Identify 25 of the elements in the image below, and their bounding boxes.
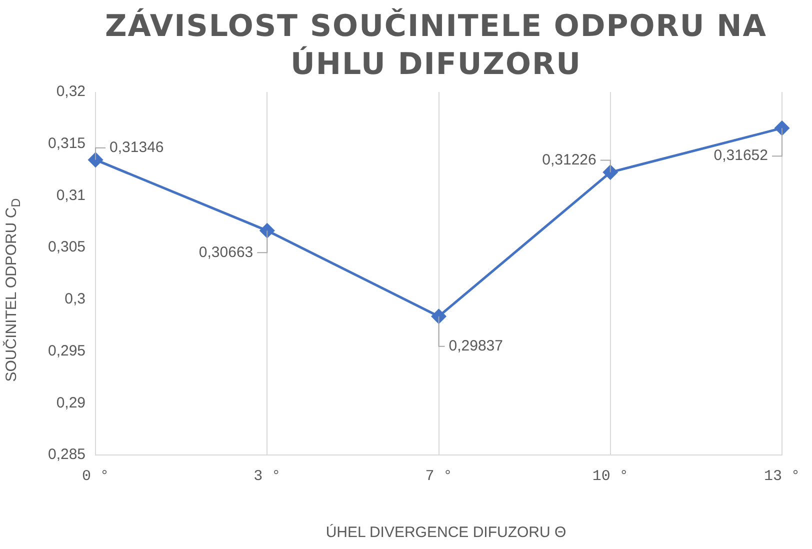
y-tick-label: 0,29 [56, 394, 86, 412]
point [774, 120, 790, 136]
data-label: 0,31346 [110, 138, 164, 156]
point [260, 223, 274, 238]
y-tick-label: 0,3 [64, 290, 86, 308]
point [432, 309, 446, 324]
y-tick-label: 0,295 [48, 342, 86, 360]
data-label: 0,30663 [198, 244, 254, 261]
x-axis-title: ÚHEL DIVERGENCE DIFUZORU Θ [324, 524, 568, 541]
data-label: 0,29837 [448, 337, 503, 354]
point [603, 165, 618, 180]
x-tick-label: 0 ° [82, 468, 110, 485]
y-tick-label: 0,305 [48, 238, 86, 256]
y-tick-label: 0,315 [48, 135, 86, 152]
data-label: 0,31226 [542, 151, 596, 168]
x-tick-label: 13 ° [764, 468, 800, 485]
data-label: 0,31652 [714, 147, 768, 164]
point [88, 152, 103, 168]
x-tick-label: 10 ° [592, 468, 628, 485]
chart-title: ZÁVISLOST SOUČINITELE ODPORU NA ÚHLU DIFUZORU [104, 8, 768, 84]
x-tick-label: 7 ° [425, 468, 452, 485]
x-tick-label: 3 ° [254, 468, 281, 485]
y-tick-label: 0,285 [48, 446, 86, 464]
y-tick-label: 0,32 [56, 83, 86, 100]
y-tick-label: 0,31 [56, 186, 86, 204]
